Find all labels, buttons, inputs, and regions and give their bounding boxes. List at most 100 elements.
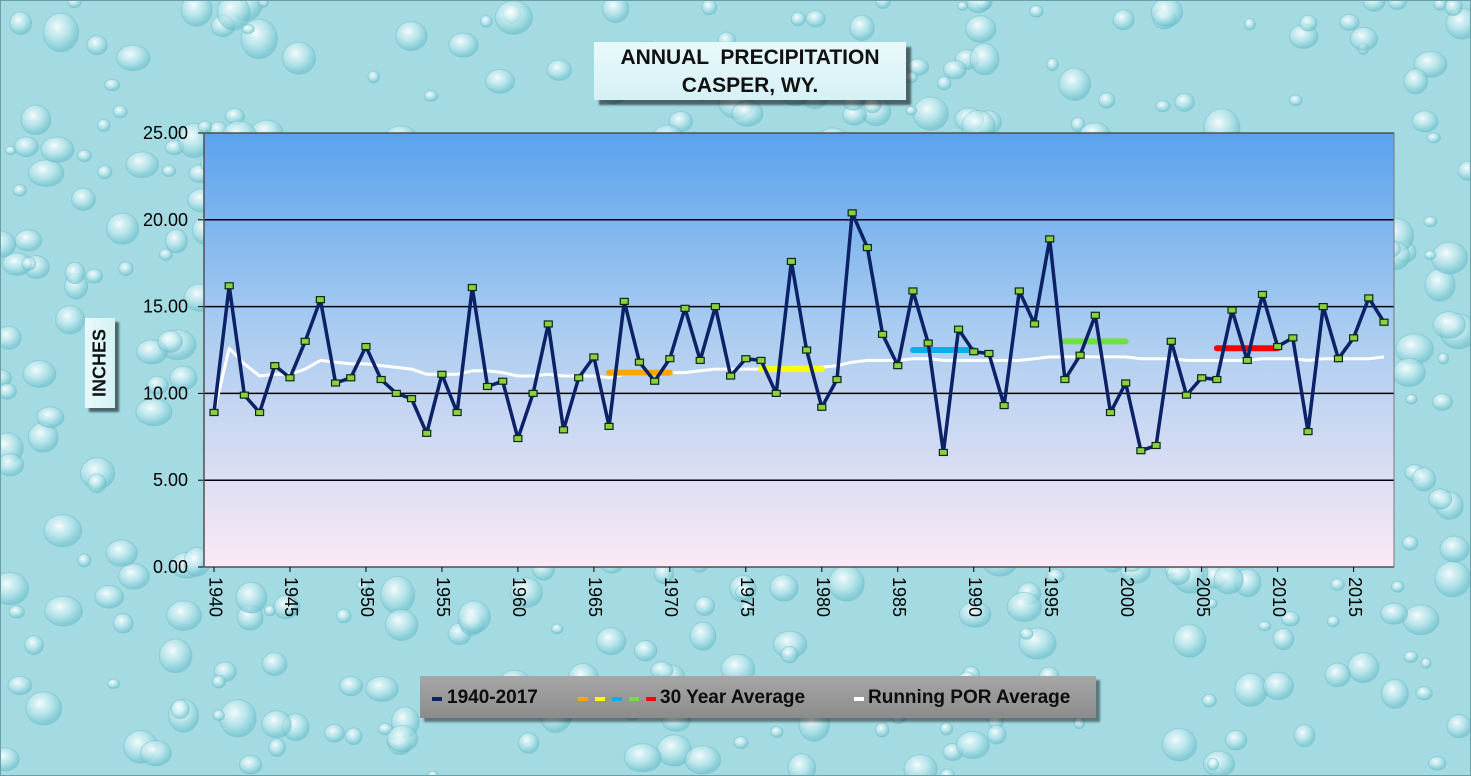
water-droplet — [1272, 627, 1295, 651]
annual-data-point — [361, 342, 371, 351]
annual-data-point — [771, 389, 781, 397]
water-droplet — [1411, 110, 1439, 133]
annual-data-point — [513, 434, 523, 443]
water-droplet — [965, 15, 997, 43]
annual-data-point — [953, 325, 964, 333]
annual-data-point — [665, 355, 675, 363]
water-droplet — [164, 228, 188, 254]
annual-data-point — [1303, 427, 1313, 436]
water-droplet — [684, 745, 722, 775]
water-droplet — [1426, 132, 1441, 144]
water-droplet — [216, 0, 251, 31]
water-droplet — [238, 754, 263, 775]
water-droplet — [0, 571, 30, 606]
water-droplet — [105, 212, 140, 245]
water-droplet — [790, 11, 806, 27]
water-droplet — [1380, 602, 1409, 625]
water-droplet — [1224, 729, 1248, 751]
annual-data-point — [1242, 356, 1252, 365]
water-droplet — [395, 21, 428, 52]
water-droplet — [281, 41, 316, 75]
annual-data-point — [1014, 287, 1024, 295]
chart-title-box: ANNUAL PRECIPITATION CASPER, WY. — [594, 42, 906, 100]
water-droplet — [1207, 757, 1220, 771]
plot-border — [203, 132, 1395, 568]
annual-data-point — [634, 358, 645, 366]
water-droplet — [787, 753, 817, 776]
water-droplet — [694, 596, 716, 616]
water-droplet — [1098, 92, 1116, 109]
water-droplet — [1205, 598, 1218, 609]
water-droplet — [1428, 756, 1447, 771]
water-droplet — [1339, 13, 1360, 31]
x-tick-label: 1980 — [813, 577, 833, 617]
water-droplet — [117, 563, 150, 590]
annual-data-point — [1045, 235, 1055, 243]
annual-data-point — [923, 339, 933, 347]
water-droplet — [27, 159, 65, 188]
annual-data-point — [969, 348, 979, 356]
annual-data-point — [422, 429, 432, 437]
water-droplet — [546, 59, 572, 81]
annual-data-point — [1136, 447, 1146, 455]
y-axis-label-box: INCHES — [85, 318, 115, 408]
x-tick-label: 1975 — [737, 577, 757, 617]
annual-data-point — [1075, 351, 1085, 359]
water-droplet — [958, 601, 992, 628]
annual-data-point — [1060, 375, 1070, 384]
water-droplet — [1174, 92, 1195, 112]
annual-data-point — [938, 448, 948, 457]
water-droplet — [939, 722, 954, 736]
water-droplet — [874, 722, 890, 738]
annual-data-point — [695, 356, 705, 365]
water-droplet — [1046, 57, 1059, 72]
water-droplet — [157, 330, 183, 353]
water-droplet — [1299, 14, 1318, 32]
water-droplet — [903, 754, 938, 776]
water-droplet — [273, 594, 299, 620]
water-droplet — [517, 732, 540, 754]
water-droplet — [1457, 160, 1471, 181]
annual-data-point — [254, 408, 265, 417]
x-tick-label: 1955 — [433, 577, 453, 617]
water-droplet — [1401, 535, 1419, 551]
water-droplet — [158, 638, 193, 674]
water-droplet — [64, 261, 86, 285]
annual-precipitation-series — [209, 209, 1389, 457]
water-droplet — [1437, 352, 1449, 365]
water-droplet — [1405, 393, 1418, 405]
annual-data-point — [1181, 391, 1192, 399]
chart-title-line1: ANNUAL PRECIPITATION — [620, 46, 880, 69]
y-tick-label: 10.00 — [143, 383, 188, 403]
water-droplet — [125, 151, 159, 179]
x-tick-label: 1995 — [1041, 577, 1061, 617]
water-droplet — [1413, 51, 1448, 78]
water-droplet — [966, 0, 991, 14]
water-droplet — [76, 149, 92, 163]
annual-data-point — [330, 379, 341, 387]
annual-data-point — [391, 389, 401, 397]
water-droplet — [1173, 623, 1207, 658]
annual-data-point — [482, 382, 493, 391]
annual-data-point — [1090, 311, 1100, 319]
legend-swatch-avg-yellow — [595, 697, 605, 701]
annual-data-point — [877, 330, 888, 338]
water-droplet — [106, 678, 121, 689]
water-droplet — [1424, 250, 1437, 260]
water-droplet — [105, 539, 138, 567]
water-droplet — [769, 574, 799, 602]
annual-data-point — [817, 403, 827, 411]
annual-data-point — [1121, 379, 1131, 387]
water-droplet — [0, 383, 17, 400]
annual-data-point — [984, 349, 994, 358]
annual-data-point — [1257, 290, 1268, 299]
water-droplet — [1324, 662, 1351, 688]
water-droplet — [20, 104, 52, 136]
water-droplet — [7, 675, 33, 696]
water-droplet — [1444, 0, 1463, 17]
water-droplet — [423, 90, 439, 102]
water-droplet — [0, 325, 22, 350]
annual-data-point — [1333, 355, 1344, 363]
water-droplet — [1349, 26, 1379, 51]
